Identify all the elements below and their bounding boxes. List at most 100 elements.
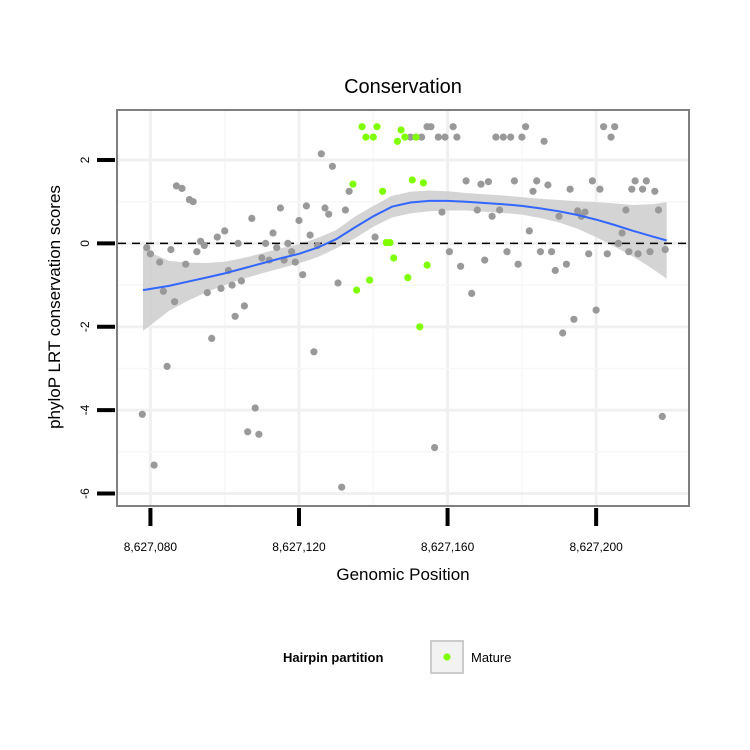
point [248, 214, 256, 222]
point [488, 212, 496, 220]
point [473, 206, 481, 214]
point [518, 133, 526, 141]
point [525, 227, 533, 235]
point [468, 289, 476, 297]
point [551, 266, 559, 275]
point [178, 184, 186, 192]
point-mature [393, 137, 401, 145]
point-mature [390, 254, 398, 262]
point [200, 241, 208, 250]
point [481, 256, 489, 264]
point [522, 123, 530, 131]
point [492, 133, 500, 141]
point [138, 410, 146, 418]
point [334, 279, 342, 287]
chart-title: Conservation [344, 76, 462, 98]
point-mature [401, 133, 409, 141]
point [634, 250, 642, 258]
point [310, 348, 318, 356]
point-mature [362, 133, 370, 141]
x-tick-label: 8,627,080 [124, 540, 178, 554]
point [237, 277, 245, 285]
point [562, 260, 571, 268]
point [338, 483, 346, 491]
point [234, 239, 242, 247]
point [228, 281, 236, 289]
point [317, 150, 325, 158]
point [661, 246, 669, 254]
point [477, 180, 485, 188]
point [251, 404, 259, 412]
point-mature [423, 261, 431, 269]
point [163, 362, 171, 370]
point [189, 198, 197, 206]
y-tick-label: 0 [78, 240, 92, 247]
point [453, 133, 461, 141]
point [306, 231, 314, 239]
point [544, 181, 552, 189]
y-axis: -6 -4 -2 0 2 [78, 156, 115, 499]
point [213, 233, 221, 241]
point [445, 248, 453, 256]
point [642, 177, 650, 185]
point [299, 271, 307, 279]
y-tick-label: -6 [78, 488, 92, 499]
legend: Hairpin partition Mature [283, 640, 511, 674]
point [172, 182, 180, 190]
point [150, 461, 158, 469]
point [276, 204, 284, 212]
point [566, 185, 574, 193]
x-tick-label: 8,627,200 [569, 540, 623, 554]
point [614, 239, 623, 247]
point [208, 334, 216, 342]
point [574, 207, 582, 215]
point [288, 248, 296, 256]
point [255, 430, 263, 438]
x-tick-label: 8,627,120 [272, 540, 326, 554]
point [600, 123, 608, 131]
point [449, 123, 457, 131]
point [441, 133, 449, 141]
y-axis-title: phyloP LRT conservation scores [45, 185, 64, 429]
y-tick-label: 2 [78, 156, 92, 163]
point [321, 204, 329, 212]
point [156, 258, 164, 266]
point [503, 248, 511, 256]
smooth-trend-line [142, 199, 667, 292]
point [611, 123, 619, 131]
point [221, 227, 229, 235]
point [371, 233, 379, 241]
point [244, 428, 252, 436]
point [269, 229, 277, 237]
point-mature [412, 133, 420, 141]
point [540, 137, 548, 145]
point [639, 185, 647, 193]
data-points [138, 123, 669, 491]
point [159, 287, 167, 295]
point [438, 208, 446, 216]
y-tick-label: -4 [78, 404, 92, 415]
point-mature [358, 123, 366, 131]
point [143, 244, 151, 252]
point-mature [419, 179, 427, 187]
point [570, 315, 578, 323]
point [217, 284, 225, 292]
point [651, 187, 659, 195]
point-mature [353, 286, 361, 294]
point [231, 312, 239, 320]
point [182, 260, 190, 268]
point [536, 248, 545, 256]
point [258, 254, 266, 262]
point-mature [349, 180, 357, 188]
point-mature [373, 123, 381, 131]
point [167, 246, 175, 254]
point [514, 260, 522, 268]
legend-label-mature: Mature [471, 650, 511, 665]
point [193, 248, 201, 256]
point [203, 289, 211, 297]
point [585, 250, 593, 258]
legend-mature-swatch [443, 653, 451, 661]
point [295, 216, 303, 225]
y-tick-label: -2 [78, 321, 92, 332]
